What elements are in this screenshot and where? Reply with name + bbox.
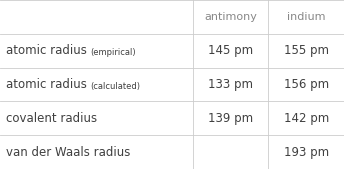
Text: atomic radius: atomic radius — [6, 44, 87, 57]
Text: (empirical): (empirical) — [90, 48, 136, 57]
Text: indium: indium — [287, 12, 325, 22]
Text: 155 pm: 155 pm — [284, 44, 329, 57]
Text: 193 pm: 193 pm — [283, 146, 329, 159]
Text: antimony: antimony — [204, 12, 257, 22]
Text: covalent radius: covalent radius — [6, 112, 97, 125]
Text: (calculated): (calculated) — [90, 82, 140, 91]
Text: 133 pm: 133 pm — [208, 78, 253, 91]
Text: 156 pm: 156 pm — [283, 78, 329, 91]
Text: 145 pm: 145 pm — [208, 44, 253, 57]
Text: 142 pm: 142 pm — [283, 112, 329, 125]
Text: van der Waals radius: van der Waals radius — [6, 146, 131, 159]
Text: 139 pm: 139 pm — [208, 112, 253, 125]
Text: atomic radius: atomic radius — [6, 78, 87, 91]
